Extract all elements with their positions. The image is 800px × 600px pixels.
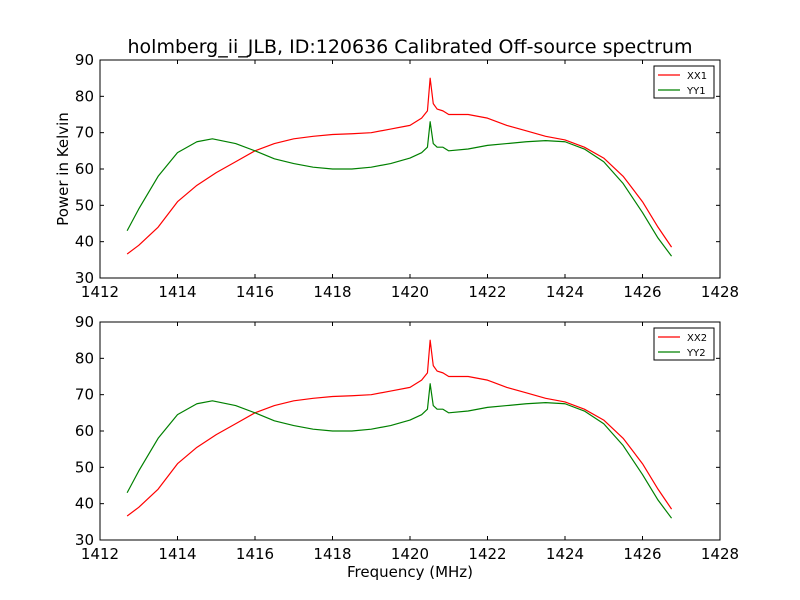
series-line-yy1: [126, 121, 673, 257]
x-tick-label: 1416: [236, 545, 274, 563]
y-axis-label: Power in Kelvin: [54, 112, 72, 226]
figure-title: holmberg_ii_JLB, ID:120636 Calibrated Of…: [128, 36, 693, 58]
y-tick-label: 90: [75, 313, 94, 331]
legend-box: [653, 327, 715, 361]
y-tick-label: 40: [75, 495, 94, 513]
legend-label-yy1: YY1: [686, 86, 706, 97]
top-panel: 1412 1414 1416 1418 1420 1422 1424 1426 1428 30 40…: [54, 51, 739, 301]
y-tick-label: 80: [75, 349, 94, 367]
legend-label-xx2: XX2: [687, 333, 707, 344]
series-line-yy2: [126, 383, 673, 519]
legend-box: [653, 65, 715, 99]
y-tick-label: 60: [75, 160, 94, 178]
x-tick-label: 1426: [623, 545, 661, 563]
x-tick-label: 1412: [81, 283, 119, 301]
y-tick-label: 30: [75, 531, 94, 549]
x-tick-label: 1426: [623, 283, 661, 301]
x-tick-label: 1424: [546, 283, 584, 301]
y-tick-label: 90: [75, 51, 94, 69]
y-tick-label: 50: [75, 196, 94, 214]
x-axis-label: Frequency (MHz): [347, 563, 473, 581]
x-tick-label: 1428: [701, 545, 739, 563]
y-tick-label: 30: [75, 269, 94, 287]
legend-label-yy2: YY2: [686, 348, 706, 359]
x-tick-label: 1420: [391, 283, 429, 301]
series-line-xx2: [126, 339, 673, 517]
x-tick-label: 1414: [158, 545, 196, 563]
x-tick-label: 1414: [158, 283, 196, 301]
x-tick-label: 1412: [81, 545, 119, 563]
x-tick-label: 1424: [546, 545, 584, 563]
x-tick-label: 1418: [313, 545, 351, 563]
series-line-xx1: [126, 77, 673, 255]
x-tick-label: 1416: [236, 283, 274, 301]
y-tick-label: 40: [75, 233, 94, 251]
y-tick-label: 80: [75, 87, 94, 105]
x-tick-label: 1418: [313, 283, 351, 301]
bottom-panel: 1412 1414 1416 1418 1420 1422 1424 1426 1428 30 40…: [75, 313, 739, 581]
x-tick-label: 1420: [391, 545, 429, 563]
y-tick-label: 70: [75, 386, 94, 404]
x-tick-label: 1422: [468, 545, 506, 563]
y-tick-label: 50: [75, 458, 94, 476]
legend-label-xx1: XX1: [687, 71, 707, 82]
y-tick-label: 60: [75, 422, 94, 440]
x-tick-label: 1428: [701, 283, 739, 301]
y-tick-label: 70: [75, 124, 94, 142]
x-tick-label: 1422: [468, 283, 506, 301]
